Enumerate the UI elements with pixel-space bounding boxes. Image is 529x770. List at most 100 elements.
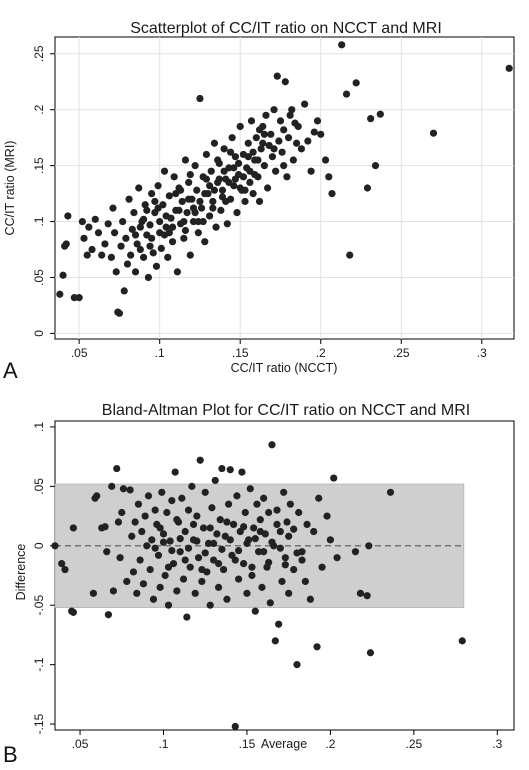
panel-a-letter: A (3, 358, 18, 383)
data-point (271, 637, 279, 645)
data-point (154, 182, 162, 190)
data-point (139, 580, 148, 588)
data-point (186, 251, 194, 259)
data-point (307, 167, 315, 175)
data-point (125, 195, 133, 203)
data-point (179, 575, 188, 583)
data-point (272, 167, 280, 175)
data-point (249, 189, 257, 198)
data-point (129, 568, 138, 576)
data-point (123, 260, 132, 268)
data-point (226, 536, 234, 544)
data-point (209, 539, 218, 548)
data-point (292, 139, 301, 147)
data-point (112, 268, 120, 276)
x-tick-label: .1 (155, 346, 165, 360)
data-point (231, 175, 239, 183)
data-point (151, 197, 159, 206)
data-point (201, 549, 209, 557)
data-point (141, 201, 149, 209)
data-point (196, 456, 204, 464)
data-point (173, 268, 181, 276)
chart-a-plot-area (54, 36, 515, 340)
data-point (231, 722, 239, 731)
data-point (101, 240, 109, 248)
data-point (283, 173, 291, 181)
data-point (363, 184, 372, 192)
data-point (184, 544, 193, 552)
data-point (429, 129, 438, 137)
data-point (180, 217, 188, 226)
data-point (120, 287, 128, 295)
data-point (338, 41, 346, 49)
panel-a-scatterplot: Scatterplot of CC/IT ratio on NCCT and M… (3, 20, 515, 383)
data-point (210, 139, 219, 147)
data-point (206, 212, 214, 220)
data-point (266, 599, 274, 607)
data-point (297, 145, 306, 153)
data-point (238, 468, 246, 476)
data-point (323, 512, 331, 520)
y-tick-label: .25 (32, 45, 46, 62)
data-point (156, 217, 164, 226)
data-point (139, 215, 148, 223)
data-point (185, 178, 193, 187)
data-point (290, 525, 298, 533)
data-point (146, 221, 154, 229)
data-point (188, 482, 196, 490)
data-point (265, 558, 273, 567)
data-point (127, 251, 135, 259)
data-point (229, 520, 238, 528)
data-point (244, 153, 252, 161)
data-point (168, 546, 176, 555)
data-point (333, 554, 341, 562)
data-point (115, 309, 124, 317)
data-point (88, 245, 96, 254)
data-point (210, 186, 219, 194)
chart-a-x-axis: .05 .1 .15 .2 .25 .3 (71, 339, 487, 360)
data-point (254, 156, 262, 164)
data-point (109, 204, 117, 212)
data-point (259, 139, 267, 147)
data-point (281, 78, 289, 86)
data-point (223, 518, 231, 526)
data-point (257, 145, 265, 153)
data-point (164, 601, 173, 609)
data-point (136, 245, 144, 254)
data-point (283, 518, 291, 526)
data-point (273, 506, 281, 514)
data-point (235, 546, 243, 555)
data-point (276, 544, 284, 552)
chart-a-gridlines (55, 37, 514, 339)
data-point (168, 238, 177, 246)
data-point (249, 148, 257, 156)
data-point (131, 268, 140, 276)
chart-b-title: Bland-Altman Plot for CC/IT ratio on NCC… (102, 402, 470, 419)
data-point (94, 229, 103, 237)
data-point (246, 178, 254, 187)
chart-a-x-axis-title: CC/IT ratio (NCCT) (231, 361, 338, 375)
data-point (164, 563, 173, 571)
data-point (235, 159, 243, 167)
data-point (161, 571, 169, 580)
data-point (117, 242, 125, 250)
data-point (176, 548, 184, 556)
y-tick-label: .2 (32, 104, 46, 114)
data-point (313, 117, 322, 125)
data-point (209, 556, 218, 564)
data-point (178, 494, 186, 502)
data-point (278, 577, 286, 586)
data-point (173, 516, 181, 524)
y-tick-label: .1 (32, 216, 46, 226)
data-point (252, 134, 260, 142)
data-point (346, 251, 354, 259)
data-point (209, 197, 217, 206)
data-point (270, 145, 278, 153)
data-point (251, 535, 259, 543)
chart-b-y-axis: .1 .05 0 -.05 -.1 -.15 (32, 422, 55, 734)
data-point (208, 504, 216, 512)
data-point (236, 122, 244, 131)
data-point (386, 488, 395, 496)
data-point (209, 204, 217, 212)
data-point (118, 508, 126, 517)
